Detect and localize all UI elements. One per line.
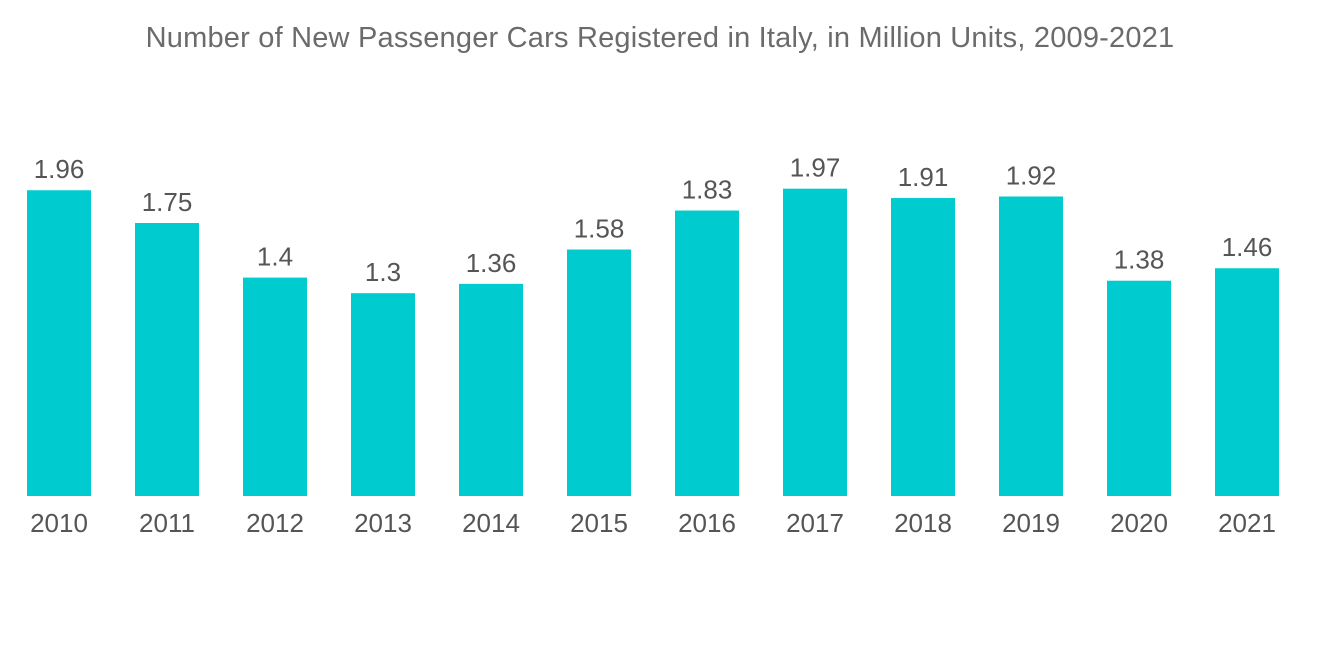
value-label-2010: 1.96 xyxy=(34,154,85,184)
bar-2010 xyxy=(27,190,91,497)
bar-2011 xyxy=(135,223,199,496)
category-label-2018: 2018 xyxy=(894,508,952,538)
value-label-2021: 1.46 xyxy=(1222,232,1273,262)
bar-2017 xyxy=(783,188,847,496)
bar-2018 xyxy=(891,198,955,497)
category-labels-layer: 2010 2011 2012 2013 2014 2015 2016 2017 2018 2019… xyxy=(30,508,1276,538)
bar-2016 xyxy=(675,210,739,496)
value-labels-layer: 1.96 1.75 1.4 1.3 1.36 1.58 1.83 1.97 1.91 1.92 1.… xyxy=(34,153,1273,288)
category-label-2019: 2019 xyxy=(1002,508,1060,538)
bar-2015 xyxy=(567,249,631,496)
category-label-2012: 2012 xyxy=(246,508,304,538)
category-label-2017: 2017 xyxy=(786,508,844,538)
value-label-2014: 1.36 xyxy=(466,248,517,278)
value-label-2013: 1.3 xyxy=(365,257,401,287)
value-label-2016: 1.83 xyxy=(682,175,733,205)
value-label-2015: 1.58 xyxy=(574,214,625,244)
category-label-2021: 2021 xyxy=(1218,508,1276,538)
value-label-2019: 1.92 xyxy=(1006,160,1057,190)
value-label-2012: 1.4 xyxy=(257,242,293,272)
category-label-2010: 2010 xyxy=(30,508,88,538)
value-label-2018: 1.91 xyxy=(898,162,949,192)
value-label-2017: 1.97 xyxy=(790,153,841,183)
category-label-2015: 2015 xyxy=(570,508,628,538)
category-label-2016: 2016 xyxy=(678,508,736,538)
chart-title: Number of New Passenger Cars Registered … xyxy=(145,22,1175,54)
value-label-2020: 1.38 xyxy=(1114,245,1165,275)
bar-2019 xyxy=(999,196,1063,497)
bar-2012 xyxy=(243,277,307,496)
bars-layer xyxy=(27,188,1279,497)
bar-2013 xyxy=(351,293,415,496)
category-label-2011: 2011 xyxy=(139,508,195,538)
bar-2020 xyxy=(1107,280,1171,496)
bar-2014 xyxy=(459,283,523,496)
category-label-2020: 2020 xyxy=(1110,508,1168,538)
bar-2021 xyxy=(1215,268,1279,496)
category-label-2013: 2013 xyxy=(354,508,412,538)
category-label-2014: 2014 xyxy=(462,508,520,538)
value-label-2011: 1.75 xyxy=(142,187,193,217)
